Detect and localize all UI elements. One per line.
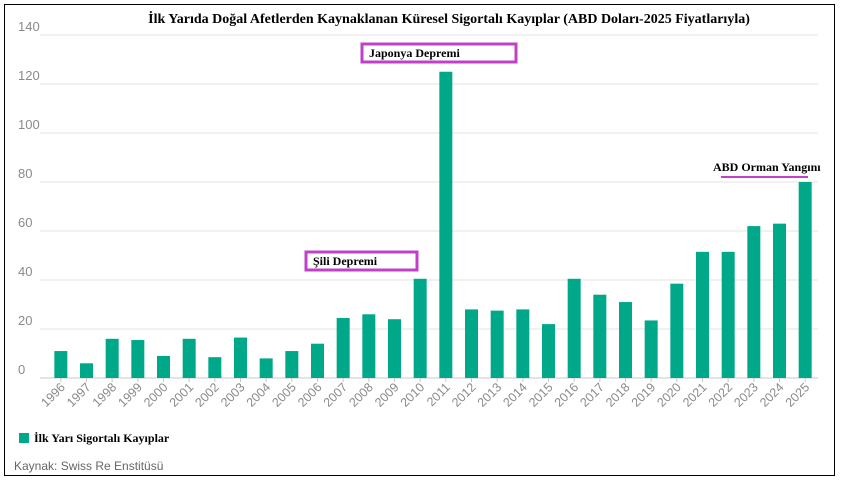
x-tick-label: 2002 bbox=[192, 380, 222, 410]
annotation-label: ABD Orman Yangını bbox=[713, 160, 821, 174]
y-tick-label: 60 bbox=[18, 215, 32, 230]
bar-2011 bbox=[439, 71, 453, 378]
bar-2009 bbox=[388, 319, 401, 378]
chart-title: İlk Yarıda Doğal Afetlerden Kaynaklanan … bbox=[148, 10, 750, 27]
bar-2015 bbox=[542, 324, 555, 378]
y-tick-label: 80 bbox=[18, 166, 32, 181]
bar-2014 bbox=[516, 309, 530, 378]
bar-2006 bbox=[311, 343, 324, 378]
bar-1999 bbox=[131, 340, 145, 378]
bar-2003 bbox=[234, 337, 247, 378]
y-tick-label: 0 bbox=[18, 362, 25, 377]
x-tick-label: 2013 bbox=[475, 380, 505, 410]
annotation-box bbox=[360, 42, 518, 64]
y-tick-label: 100 bbox=[18, 117, 40, 132]
bar-2008 bbox=[362, 314, 376, 378]
x-tick-label: 2015 bbox=[526, 380, 556, 410]
bar-2022 bbox=[721, 251, 735, 378]
bar-2001 bbox=[182, 338, 196, 378]
bar-2004 bbox=[259, 358, 273, 378]
x-tick-label: 2010 bbox=[398, 380, 428, 410]
y-tick-label: 40 bbox=[18, 264, 32, 279]
x-tick-label: 2025 bbox=[783, 380, 813, 410]
chart-frame bbox=[4, 4, 835, 476]
x-tick-label: 2001 bbox=[167, 380, 197, 410]
x-tick-label: 2006 bbox=[295, 380, 325, 410]
y-tick-label: 120 bbox=[18, 68, 40, 83]
bar-2002 bbox=[208, 357, 222, 378]
bar-2007 bbox=[336, 317, 350, 378]
gridlines bbox=[40, 34, 818, 379]
x-tick-label: 2009 bbox=[372, 380, 402, 410]
x-axis-ticks: 1996199719981999200020012002200320042005… bbox=[38, 378, 812, 410]
x-tick-label: 2004 bbox=[244, 380, 274, 410]
legend-label: İlk Yarı Sigortalı Kayıplar bbox=[34, 431, 170, 445]
x-tick-label: 2005 bbox=[269, 380, 299, 410]
bar-2025 bbox=[798, 182, 812, 378]
annotation-label: Japonya Depremi bbox=[369, 46, 460, 60]
x-tick-label: 2020 bbox=[654, 380, 684, 410]
bar-1997 bbox=[80, 363, 93, 378]
x-tick-label: 2021 bbox=[680, 380, 710, 410]
bar-2017 bbox=[593, 294, 607, 378]
legend-swatch bbox=[19, 433, 29, 443]
x-tick-label: 1998 bbox=[90, 380, 120, 410]
bar-2019 bbox=[644, 320, 658, 378]
bar-2010 bbox=[413, 278, 427, 378]
x-tick-label: 2019 bbox=[629, 380, 659, 410]
bar-2021 bbox=[696, 251, 709, 378]
bar-2016 bbox=[567, 278, 581, 378]
x-tick-label: 1996 bbox=[38, 380, 68, 410]
x-tick-label: 1999 bbox=[115, 380, 145, 410]
bars bbox=[54, 71, 812, 378]
bar-2013 bbox=[490, 310, 504, 378]
x-tick-label: 2007 bbox=[321, 380, 351, 410]
legend: İlk Yarı Sigortalı Kayıplar bbox=[19, 431, 170, 445]
bar-2012 bbox=[465, 309, 478, 378]
bar-2020 bbox=[670, 283, 684, 378]
bar-2023 bbox=[747, 226, 761, 378]
source-note: Kaynak: Swiss Re Enstitüsü bbox=[14, 459, 163, 473]
annotation-label: Şili Depremi bbox=[313, 254, 378, 268]
x-tick-label: 2017 bbox=[577, 380, 607, 410]
bar-1996 bbox=[54, 351, 68, 378]
bar-2005 bbox=[285, 351, 299, 378]
x-tick-label: 2023 bbox=[731, 380, 761, 410]
y-tick-label: 140 bbox=[18, 19, 40, 34]
x-tick-label: 2018 bbox=[603, 380, 633, 410]
x-tick-label: 2008 bbox=[346, 380, 376, 410]
x-tick-label: 2022 bbox=[706, 380, 736, 410]
annotation-box bbox=[304, 250, 419, 272]
annotations: Japonya Depremi Şili Depremi ABD Orman Yan… bbox=[304, 42, 821, 272]
x-tick-label: 2000 bbox=[141, 380, 171, 410]
x-tick-label: 2024 bbox=[757, 380, 787, 410]
bar-2024 bbox=[773, 223, 786, 378]
x-tick-label: 1997 bbox=[64, 380, 94, 410]
bar-1998 bbox=[105, 338, 119, 378]
x-tick-label: 2003 bbox=[218, 380, 248, 410]
bar-2018 bbox=[619, 302, 632, 378]
x-tick-label: 2012 bbox=[449, 380, 479, 410]
x-tick-label: 2014 bbox=[500, 380, 530, 410]
x-tick-label: 2016 bbox=[552, 380, 582, 410]
y-axis-ticks: 0 20 40 60 80 100 120 140 bbox=[18, 19, 40, 377]
x-tick-label: 2011 bbox=[424, 380, 453, 409]
bar-2000 bbox=[157, 355, 170, 378]
y-tick-label: 20 bbox=[18, 313, 32, 328]
